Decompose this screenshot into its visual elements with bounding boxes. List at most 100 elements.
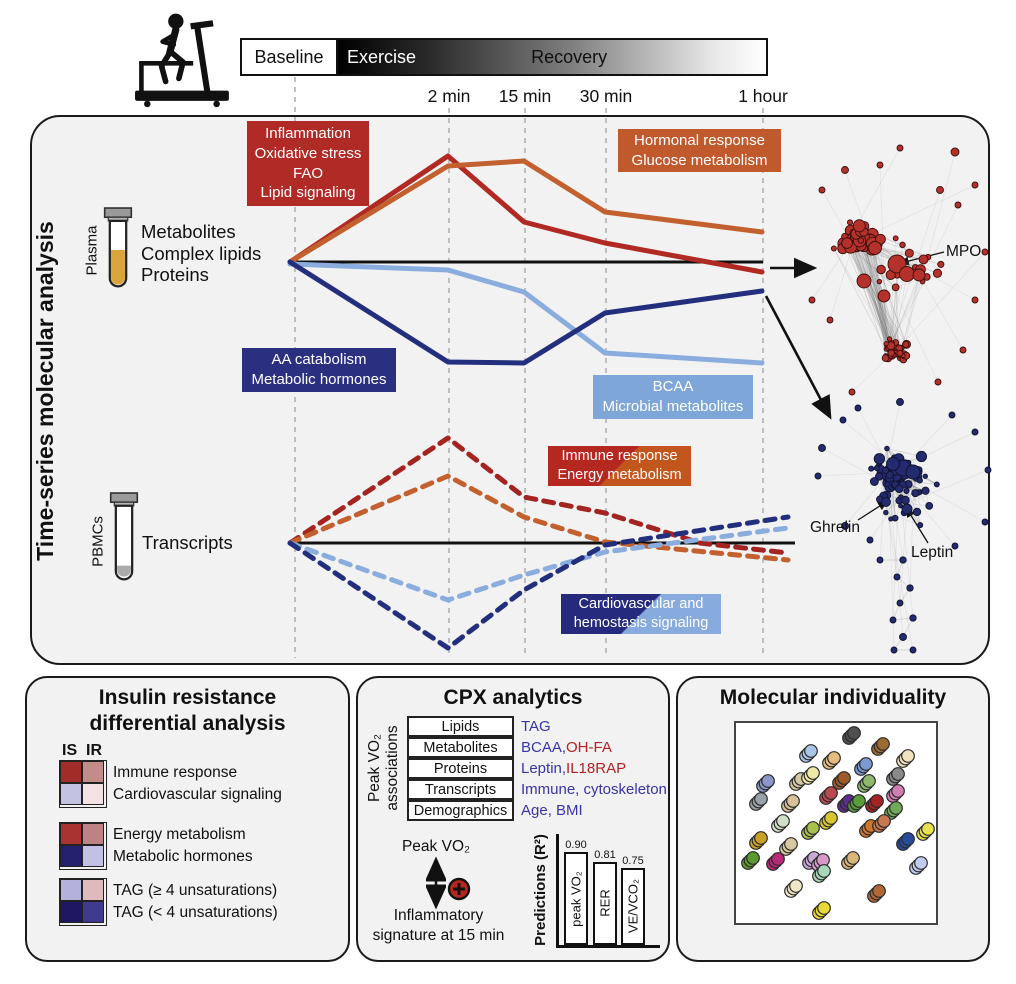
heatmap-cell bbox=[60, 823, 82, 845]
heatmap-cell bbox=[82, 761, 104, 783]
box-line: Cardiovascular and bbox=[578, 595, 704, 612]
phase-recovery-label: Recovery bbox=[531, 46, 608, 67]
heatmap-cell bbox=[82, 823, 104, 845]
plus-circle-icon bbox=[447, 877, 471, 901]
box-line: Oxidative stress bbox=[254, 144, 362, 162]
bar-value: 0.90 bbox=[565, 839, 587, 852]
treadmill-runner-icon bbox=[135, 13, 229, 108]
analyte-metabolites: Metabolites bbox=[141, 221, 236, 242]
heatmap-cell bbox=[82, 783, 104, 805]
heatmap-label: TAG (≥ 4 unsaturations) bbox=[113, 882, 278, 899]
heatmap-cell bbox=[60, 845, 82, 867]
heatmap-label: Energy metabolism bbox=[113, 826, 246, 843]
phase-exercise-recovery-gradient: Exercise Recovery bbox=[338, 40, 766, 74]
leptin-label: Leptin bbox=[911, 544, 954, 561]
analyte-transcripts: Transcripts bbox=[142, 532, 233, 553]
pbmc-tube-icon bbox=[109, 492, 139, 581]
col-header-ir: IR bbox=[86, 742, 102, 759]
analyte-proteins: Proteins bbox=[141, 264, 209, 285]
assoc-term: Leptin, bbox=[521, 760, 567, 777]
assoc-term: IL18RAP bbox=[566, 760, 627, 777]
bar-value: 0.81 bbox=[594, 848, 616, 861]
bar-ve-vco2: 0.75 VE/VCO₂ bbox=[621, 855, 645, 945]
tick-2min: 2 min bbox=[427, 86, 471, 106]
panel2-title: CPX analytics bbox=[443, 686, 583, 709]
tick-30min: 30 min bbox=[579, 86, 633, 106]
assoc-term: Immune, cytoskeleton bbox=[521, 781, 667, 798]
phase-exercise-label: Exercise bbox=[347, 46, 417, 67]
tick-15min: 15 min bbox=[498, 86, 552, 106]
heatmap-group-1 bbox=[59, 760, 107, 808]
axis-label-line: Peak VO₂ bbox=[366, 733, 383, 803]
mpo-label: MPO bbox=[946, 243, 982, 260]
peak-vo2-associations-axis-label: Peak VO₂ associations bbox=[366, 708, 402, 828]
heatmap-group-2 bbox=[59, 822, 107, 870]
plasma-analytes: Metabolites Complex lipids Proteins bbox=[141, 221, 261, 286]
heatmap-label: Cardiovascular signaling bbox=[113, 786, 282, 803]
phase-baseline: Baseline bbox=[242, 40, 338, 74]
heatmap-cell bbox=[82, 845, 104, 867]
box-line: Energy metabolism bbox=[557, 467, 682, 483]
molecular-individuality-panel: Molecular individuality bbox=[676, 676, 990, 962]
bar-label: VE/VCO₂ bbox=[625, 879, 641, 934]
assoc-metabolites: BCAA, OH-FA bbox=[521, 737, 612, 758]
box-line: Lipid signaling bbox=[260, 184, 356, 202]
assoc-term: Age, BMI bbox=[521, 802, 583, 819]
double-arrow-icon bbox=[426, 856, 446, 910]
assoc-proteins: Leptin, IL18RAP bbox=[521, 758, 626, 779]
heatmap-label: Immune response bbox=[113, 764, 238, 781]
time-series-panel bbox=[30, 115, 990, 665]
panel1-title-line1: Insulin resistance bbox=[98, 686, 277, 709]
box-line: Metabolic hormones bbox=[251, 371, 387, 388]
box-line: hemostasis signaling bbox=[573, 615, 709, 631]
plasma-tube-label: Plasma bbox=[83, 225, 101, 276]
transcripts-up-box: Immune response Energy metabolism bbox=[548, 446, 691, 486]
bar-rer: 0.81 RER bbox=[593, 849, 617, 945]
assoc-term: BCAA, bbox=[521, 739, 567, 756]
table-row-metabolites: Metabolites bbox=[407, 737, 514, 758]
predictions-x-axis bbox=[556, 945, 660, 948]
heatmap-cell bbox=[82, 901, 104, 923]
predictions-axis-label: Predictions (R²) bbox=[532, 834, 549, 946]
axis-label-line: associations bbox=[383, 725, 401, 811]
assoc-lipids: TAG bbox=[521, 716, 551, 737]
heatmap-cell bbox=[60, 783, 82, 805]
transcripts-down-box: Cardiovascular and hemostasis signaling bbox=[561, 594, 721, 634]
phase-baseline-label: Baseline bbox=[254, 46, 324, 67]
table-row-lipids: Lipids bbox=[407, 716, 514, 737]
insulin-resistance-panel: Insulin resistance differential analysis… bbox=[25, 676, 350, 962]
pbmc-tube-label: PBMCs bbox=[89, 516, 107, 567]
ghrelin-label: Ghrelin bbox=[810, 519, 860, 536]
panel3-title: Molecular individuality bbox=[719, 686, 947, 709]
bar-peak-vo2: 0.90 peak VO₂ bbox=[564, 839, 588, 945]
side-title: Time-series molecular analysis bbox=[32, 221, 58, 561]
table-row-proteins: Proteins bbox=[407, 758, 514, 779]
plasma-up-late-box: Hormonal response Glucose metabolism bbox=[618, 129, 781, 172]
cpx-analytics-panel: CPX analytics Peak VO₂ associations Lipi… bbox=[356, 676, 670, 962]
bar-value: 0.75 bbox=[622, 854, 644, 867]
plasma-up-early-box: Inflammation Oxidative stress FAO Lipid … bbox=[247, 121, 369, 206]
assoc-transcripts: Immune, cytoskeleton bbox=[521, 779, 667, 800]
box-line: Immune response bbox=[561, 447, 678, 464]
box-line: Hormonal response bbox=[634, 131, 765, 149]
bar-label: peak VO₂ bbox=[568, 870, 584, 927]
box-line: Inflammation bbox=[265, 124, 351, 142]
plasma-down-late-box: BCAA Microbial metabolites bbox=[593, 375, 753, 419]
bar-label: RER bbox=[597, 889, 613, 918]
box-line: Glucose metabolism bbox=[631, 151, 768, 169]
plasma-down-early-box: AA catabolism Metabolic hormones bbox=[242, 348, 396, 392]
table-row-demographics: Demographics bbox=[407, 800, 514, 821]
predictions-y-axis bbox=[556, 834, 559, 947]
box-line: AA catabolism bbox=[271, 351, 367, 369]
heatmap-cell bbox=[60, 761, 82, 783]
protocol-timeline-bar: Baseline Exercise Recovery bbox=[240, 38, 768, 76]
panel1-title-line2: differential analysis bbox=[89, 712, 286, 735]
table-row-transcripts: Transcripts bbox=[407, 779, 514, 800]
plasma-tube-icon bbox=[103, 207, 133, 288]
box-line: BCAA bbox=[652, 378, 694, 396]
assoc-term: TAG bbox=[521, 718, 551, 735]
analyte-complex-lipids: Complex lipids bbox=[141, 242, 262, 264]
heatmap-group-3 bbox=[59, 878, 107, 926]
text-line: signature at 15 min bbox=[372, 927, 505, 944]
